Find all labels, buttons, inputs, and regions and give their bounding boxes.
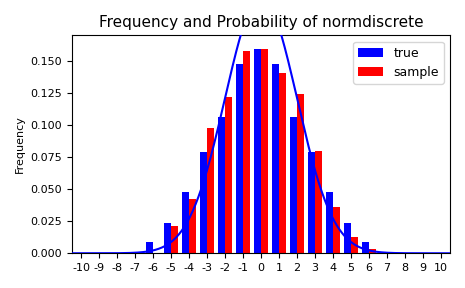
Bar	[297, 94, 304, 253]
Bar	[243, 51, 250, 253]
Bar	[351, 237, 358, 253]
Bar	[182, 192, 189, 253]
Bar	[326, 192, 333, 253]
Bar	[272, 64, 279, 253]
Bar	[279, 73, 286, 253]
Bar	[171, 226, 178, 253]
Bar	[207, 128, 214, 253]
Bar	[333, 207, 340, 253]
Bar	[254, 49, 261, 253]
Bar	[387, 252, 394, 253]
Bar	[164, 223, 171, 253]
Bar	[261, 50, 268, 253]
Legend: true, sample: true, sample	[353, 41, 444, 84]
Bar	[200, 151, 207, 253]
Bar	[344, 223, 351, 253]
Y-axis label: Frequency: Frequency	[15, 115, 25, 173]
Bar	[315, 151, 322, 253]
Bar	[225, 97, 232, 253]
Bar	[218, 117, 225, 253]
Bar	[369, 249, 376, 253]
Bar	[236, 64, 243, 253]
Title: Frequency and Probability of normdiscrete: Frequency and Probability of normdiscret…	[99, 15, 423, 30]
Bar	[290, 117, 297, 253]
Bar	[189, 199, 196, 253]
Bar	[308, 151, 315, 253]
Bar	[362, 242, 369, 253]
Bar	[146, 242, 153, 253]
